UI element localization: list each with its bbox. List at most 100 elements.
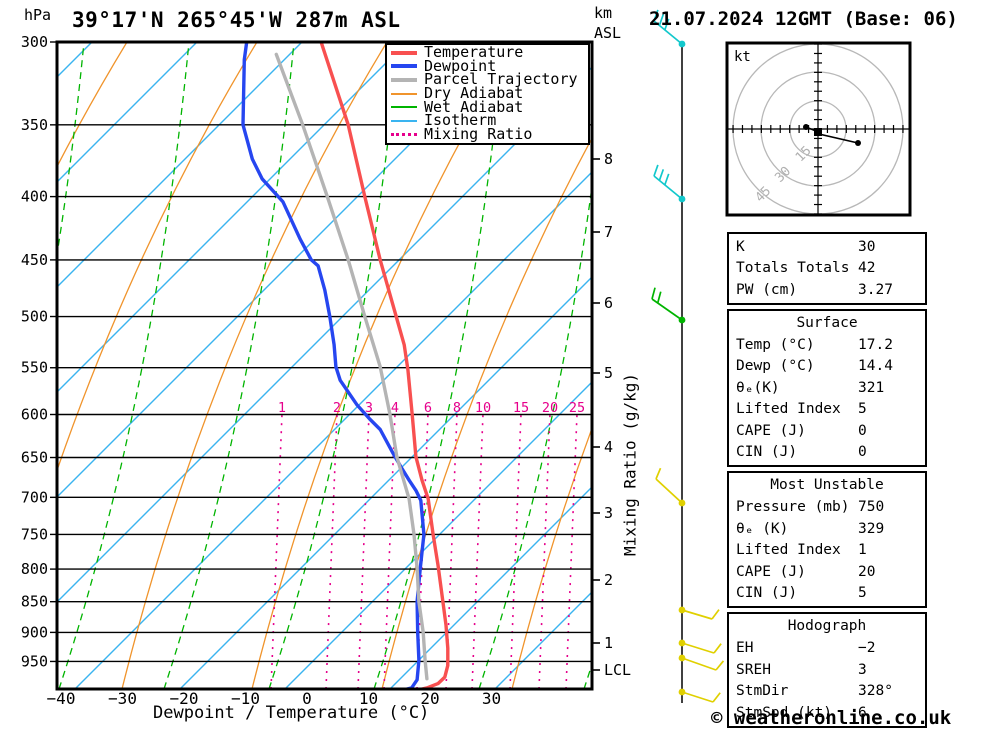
mixing-ratio-value-label: 1 xyxy=(278,400,286,416)
temperature-tick-label: 20 xyxy=(420,689,439,708)
wind-barb xyxy=(653,164,686,203)
indices-tables: K 30 Totals Totals 42 PW (cm) 3.27 Surface Temp… xyxy=(727,232,927,728)
table-row-label: K xyxy=(736,238,745,255)
table-row-label: CAPE (J) xyxy=(736,563,806,580)
table-row-value: 42 xyxy=(858,260,876,277)
table-most-unstable: Most Unstable Pressure (mb) 750 θₑ (K) 329 Li… xyxy=(727,471,927,608)
legend-item-dewpoint: Dewpoint xyxy=(391,56,588,75)
table-row-value: 30 xyxy=(858,238,876,255)
table-row-value: 1 xyxy=(858,542,867,559)
wind-barb xyxy=(653,9,686,48)
legend-swatch-icon xyxy=(391,106,417,109)
pressure-tick-label: 550 xyxy=(21,359,48,377)
wind-barb xyxy=(678,688,721,703)
temperature-tick-label: −20 xyxy=(170,689,199,708)
table-row-label: Lifted Index xyxy=(736,401,841,418)
table-row-value: 3 xyxy=(858,661,867,678)
altitude-unit-asl-label: ASL xyxy=(594,24,622,42)
km-tick-label: 5 xyxy=(604,364,613,382)
table-row: StmSpd (kt) 6 xyxy=(729,702,925,724)
parcel-trajectory-curve xyxy=(274,52,429,681)
pressure-tick-label: 950 xyxy=(21,652,48,670)
table-row-label: StmDir xyxy=(736,683,789,700)
temperature-tick-label: −10 xyxy=(231,689,260,708)
temperature-tick-label: −30 xyxy=(108,689,137,708)
chart-legend: Temperature Dewpoint Parcel Trajectory Dry … xyxy=(385,43,590,146)
altitude-unit-km-label: km xyxy=(594,4,613,22)
mixing-ratio-value-label: 3 xyxy=(365,400,373,416)
table-row: θₑ (K) 329 xyxy=(729,518,925,540)
copyright-link[interactable]: © weatheronline.co.uk xyxy=(711,707,952,729)
legend-item-label: Wet Adiabat xyxy=(424,97,524,116)
pressure-tick-label: 700 xyxy=(21,488,48,506)
km-tick-label: 7 xyxy=(604,223,613,241)
table-row: Totals Totals 42 xyxy=(729,258,925,280)
mixing-ratio-value-label: 15 xyxy=(513,400,529,416)
legend-item-dry-adiabat: Dry Adiabat xyxy=(391,86,588,101)
wind-barb-staff xyxy=(651,9,725,703)
table-row-value: 5 xyxy=(858,401,867,418)
pressure-tick-label: 900 xyxy=(21,623,48,641)
temperature-curve xyxy=(319,42,450,691)
legend-item-label: Dewpoint xyxy=(424,56,497,75)
legend-item-label: Temperature xyxy=(424,43,524,62)
table-row: Dewp (°C) 14.4 xyxy=(729,356,925,378)
table-row-value: 5 xyxy=(858,585,867,602)
table-surface: Surface Temp (°C) 17.2 Dewp (°C) 14.4 θₑ(K) 32… xyxy=(727,308,927,467)
table-indices: K 30 Totals Totals 42 PW (cm) 3.27 xyxy=(727,232,927,305)
table-row-value: 14.4 xyxy=(858,358,893,375)
legend-item-wet-adiabat: Wet Adiabat xyxy=(391,97,588,116)
pressure-tick-label: 350 xyxy=(21,116,48,134)
table-row-label: Temp (°C) xyxy=(736,336,815,353)
table-row-label: CAPE (J) xyxy=(736,422,806,439)
km-tick-label: 2 xyxy=(604,571,613,589)
lcl-label: LCL xyxy=(604,661,631,679)
temperature-tick-label: 10 xyxy=(359,689,378,708)
table-row: Temp (°C) 17.2 xyxy=(729,334,925,356)
table-row: Lifted Index 5 xyxy=(729,399,925,421)
wind-barb xyxy=(678,639,722,654)
pressure-tick-label: 850 xyxy=(21,593,48,611)
legend-item-isotherm: Isotherm xyxy=(391,113,588,128)
hodograph-trace xyxy=(803,124,861,146)
table-row: CIN (J) 0 xyxy=(729,442,925,464)
legend-item-mixing-ratio: Mixing Ratio xyxy=(391,124,588,143)
pressure-tick-label: 400 xyxy=(21,188,48,206)
table-row-value: −2 xyxy=(858,640,876,657)
legend-item-label: Parcel Trajectory xyxy=(424,70,578,89)
pressure-tick-label: 500 xyxy=(21,308,48,326)
km-tick-label: 4 xyxy=(604,438,613,456)
table-row-label: SREH xyxy=(736,661,771,678)
km-tick-label: 6 xyxy=(604,294,613,312)
pressure-tick-label: 750 xyxy=(21,525,48,543)
km-tick-label: 3 xyxy=(604,504,613,522)
temperature-tick-label: 0 xyxy=(302,689,312,708)
table-row: K 30 xyxy=(729,236,925,258)
legend-swatch-icon xyxy=(391,77,417,82)
hodograph-frame xyxy=(725,41,912,217)
mixing-ratio-value-label: 4 xyxy=(391,400,399,416)
station-title: 39°17'N 265°45'W 287m ASL xyxy=(72,8,401,32)
table-row: CAPE (J) 20 xyxy=(729,561,925,583)
table-row-value: 17.2 xyxy=(858,336,893,353)
table-row: StmDir 328° xyxy=(729,681,925,703)
table-row-value: 328° xyxy=(858,683,893,700)
table-row-value: 0 xyxy=(858,422,867,439)
legend-item-label: Mixing Ratio xyxy=(424,124,533,143)
table-row-label: PW (cm) xyxy=(736,281,798,298)
table-row: PW (cm) 3.27 xyxy=(729,279,925,301)
mixing-ratio-value-label: 25 xyxy=(569,400,585,416)
table-row: θₑ(K) 321 xyxy=(729,377,925,399)
legend-swatch-icon xyxy=(391,119,417,122)
table-row-value: 3.27 xyxy=(858,281,893,298)
wet-adiabat-lines xyxy=(57,42,592,690)
legend-swatch-icon xyxy=(391,132,417,136)
legend-swatch-icon xyxy=(391,64,417,69)
table-row-label: θₑ (K) xyxy=(736,520,789,537)
plot-frame xyxy=(55,40,594,691)
table-row: Lifted Index 1 xyxy=(729,540,925,562)
pressure-axis-labels: 300 350 400 450 500 550 600 650 700 750 800 850 900 9… xyxy=(21,33,48,670)
table-hodograph: Hodograph EH −2 SREH 3 StmDir 328° StmSpd (kt) 6 xyxy=(727,612,927,728)
table-row-value: 0 xyxy=(858,444,867,461)
